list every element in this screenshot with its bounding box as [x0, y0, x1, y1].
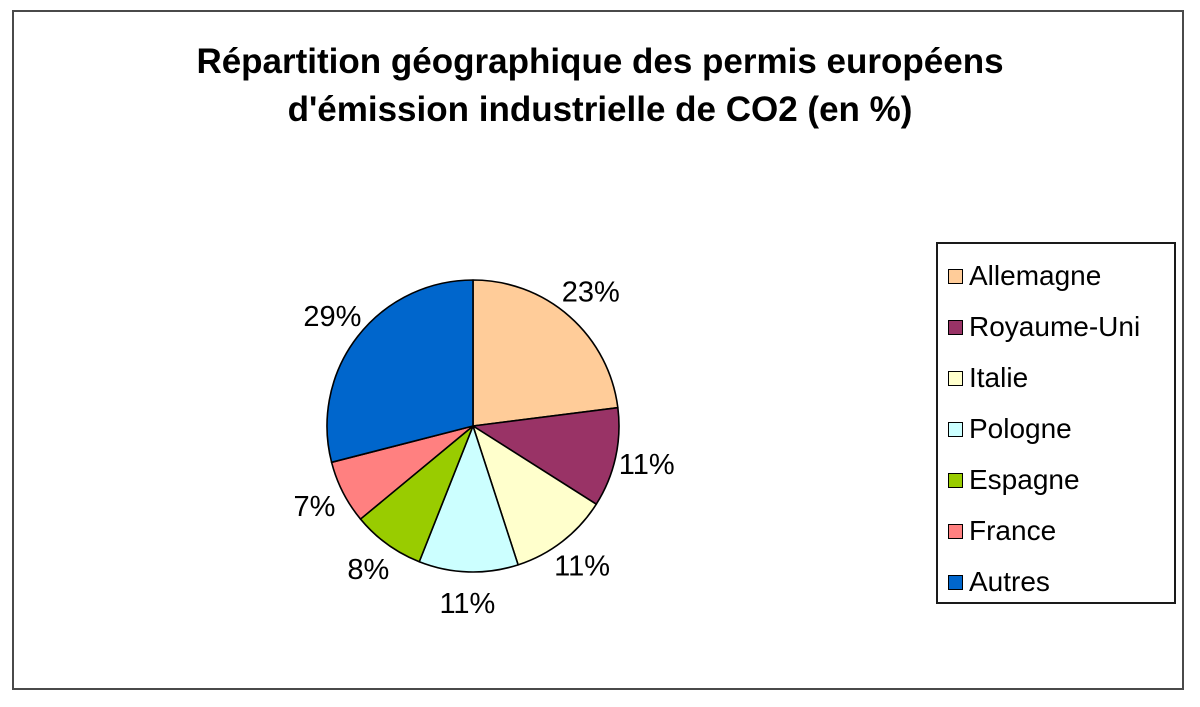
pie-slice-pologne [418, 425, 519, 573]
data-label-italie: 11% [554, 551, 610, 583]
legend-item-allemagne: Allemagne [948, 258, 1101, 294]
legend-swatch-pologne [948, 421, 963, 437]
legend-swatch-espagne [948, 472, 963, 488]
legend-item-italie: Italie [948, 360, 1028, 396]
data-label-pologne: 11% [439, 588, 495, 620]
legend-swatch-autres [948, 574, 963, 590]
legend-label-pologne: Pologne [969, 413, 1072, 444]
pie-slice-autres [326, 279, 474, 464]
legend-item-autres: Autres [948, 564, 1050, 600]
pie-slice-allemagne [472, 279, 619, 427]
data-label-france: 7% [293, 491, 335, 523]
pie-slice-royaume-uni [472, 406, 620, 506]
chart-title: Répartition géographique des permis euro… [0, 38, 1200, 134]
legend-item-france: France [948, 513, 1056, 549]
legend-item-royaume-uni: Royaume-Uni [948, 309, 1140, 345]
data-label-allemagne: 23% [562, 276, 620, 308]
legend-item-espagne: Espagne [948, 462, 1080, 498]
legend-label-france: France [969, 515, 1057, 546]
legend-swatch-italie [948, 370, 963, 386]
legend-label-espagne: Espagne [969, 464, 1080, 495]
legend-swatch-royaume-uni [948, 319, 963, 335]
chart-title-line-2: d'émission industrielle de CO2 (en %) [287, 90, 913, 129]
legend-label-italie: Italie [969, 362, 1029, 393]
legend-label-allemagne: Allemagne [969, 260, 1102, 291]
chart-title-line-1: Répartition géographique des permis euro… [196, 42, 1004, 81]
legend-label-royaume-uni: Royaume-Uni [969, 311, 1141, 342]
legend-swatch-france [948, 523, 963, 539]
data-label-autres: 29% [303, 301, 361, 333]
legend-item-pologne: Pologne [948, 411, 1072, 447]
pie-slice-italie [472, 425, 598, 566]
legend-swatch-allemagne [948, 268, 963, 284]
data-label-espagne: 8% [347, 554, 389, 586]
chart-legend: Allemagne Royaume-Uni Italie Pologne Espagne… [936, 242, 1176, 604]
legend-label-autres: Autres [969, 566, 1050, 597]
data-label-royaume-uni: 11% [619, 449, 675, 481]
